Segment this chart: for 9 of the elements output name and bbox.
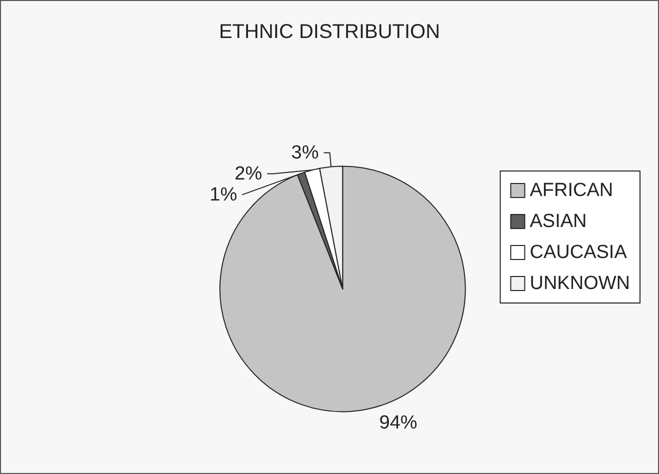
data-label: 94% xyxy=(379,412,418,434)
legend-label: UNKNOWN xyxy=(530,273,630,294)
data-label: 1% xyxy=(210,184,238,206)
data-label: 2% xyxy=(234,163,262,184)
data-label: 3% xyxy=(291,142,319,164)
legend-label: AFRICAN xyxy=(530,180,614,201)
legend-label: CAUCASIA xyxy=(530,242,628,263)
chart-title: ETHNIC DISTRIBUTION xyxy=(218,21,440,43)
legend-label: ASIAN xyxy=(530,211,587,232)
